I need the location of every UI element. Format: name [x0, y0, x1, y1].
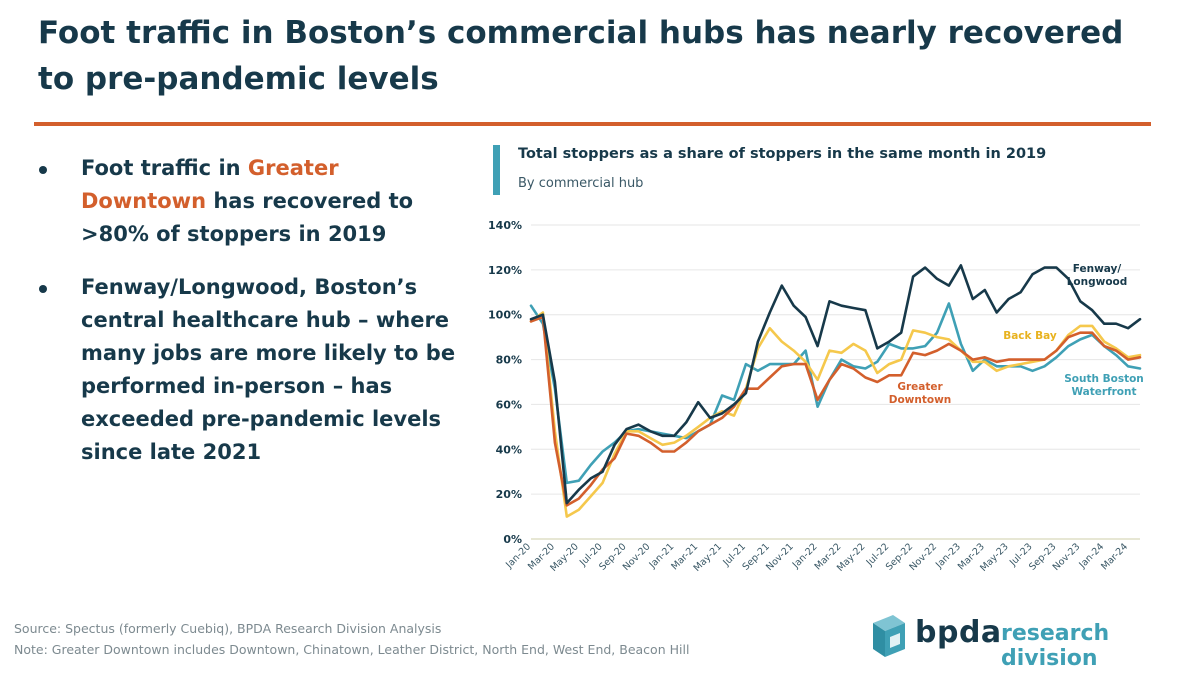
- bpda-logo: bpda research division: [869, 613, 1189, 671]
- series-label: Greater Downtown: [889, 381, 952, 406]
- y-tick-label: 80%: [496, 354, 522, 367]
- chart-subtitle: By commercial hub: [518, 176, 644, 191]
- y-tick-label: 0%: [503, 533, 522, 546]
- y-tick-label: 100%: [488, 309, 522, 322]
- bullet-greater-downtown: Foot traffic in Greater Downtown has rec…: [34, 152, 464, 251]
- logo-wordmark: bpda: [915, 615, 1002, 650]
- y-tick-label: 120%: [488, 264, 522, 277]
- definition-note: Note: Greater Downtown includes Downtown…: [14, 642, 690, 657]
- chart-title: Total stoppers as a share of stoppers in…: [518, 146, 1047, 162]
- title-divider: [34, 122, 1151, 126]
- series-line-greater-downtown: [529, 315, 1142, 507]
- bullet1-text-a: Foot traffic in: [81, 156, 248, 180]
- y-tick-label: 140%: [488, 219, 522, 232]
- series-label: South Boston Waterfront: [1064, 373, 1144, 398]
- bpda-logo-icon: [873, 615, 905, 657]
- y-tick-label: 60%: [496, 398, 522, 411]
- chart-title-accent-bar: [493, 145, 500, 195]
- x-tick-label: Mar-24: [1099, 541, 1130, 572]
- series-label: Back Bay: [1003, 330, 1057, 342]
- bullet1-text-b: has recovered to >80% of stoppers in 201…: [81, 189, 414, 246]
- source-note: Source: Spectus (formerly Cuebiq), BPDA …: [14, 621, 442, 636]
- y-tick-label: 40%: [496, 443, 522, 456]
- page-title: Foot traffic in Boston’s commercial hubs…: [38, 15, 1124, 97]
- bullet1-highlight: Greater Downtown: [81, 156, 339, 213]
- logo-division-name: research division: [1001, 621, 1110, 671]
- series-label: Fenway/Longwood: [1067, 263, 1128, 288]
- series-line-fenway-longwood: [529, 264, 1142, 505]
- bullet-fenway-longwood: Fenway/Longwood, Boston’s central health…: [34, 271, 464, 469]
- key-findings-list: Foot traffic in Greater Downtown has rec…: [34, 152, 464, 489]
- line-chart: 0%20%40%60%80%100%120%140%Jan-20Mar-20Ma…: [488, 219, 1144, 574]
- y-tick-label: 20%: [496, 488, 522, 501]
- series-line-back-bay: [529, 311, 1142, 518]
